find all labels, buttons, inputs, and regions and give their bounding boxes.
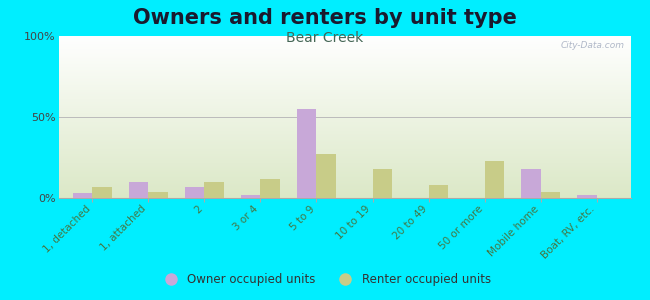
Text: Owners and renters by unit type: Owners and renters by unit type <box>133 8 517 28</box>
Bar <box>372 169 392 198</box>
Bar <box>521 169 541 198</box>
Bar <box>204 182 224 198</box>
Bar <box>73 193 92 198</box>
Bar <box>577 195 597 198</box>
Bar <box>317 154 336 198</box>
Bar <box>428 185 448 198</box>
Bar <box>185 187 204 198</box>
Bar <box>148 191 168 198</box>
Bar <box>485 161 504 198</box>
Legend: Owner occupied units, Renter occupied units: Owner occupied units, Renter occupied un… <box>154 269 496 291</box>
Text: City-Data.com: City-Data.com <box>561 41 625 50</box>
Bar <box>240 195 261 198</box>
Bar <box>92 187 112 198</box>
Bar <box>541 191 560 198</box>
Text: Bear Creek: Bear Creek <box>287 32 363 46</box>
Bar <box>297 109 317 198</box>
Bar <box>129 182 148 198</box>
Bar <box>261 178 280 198</box>
